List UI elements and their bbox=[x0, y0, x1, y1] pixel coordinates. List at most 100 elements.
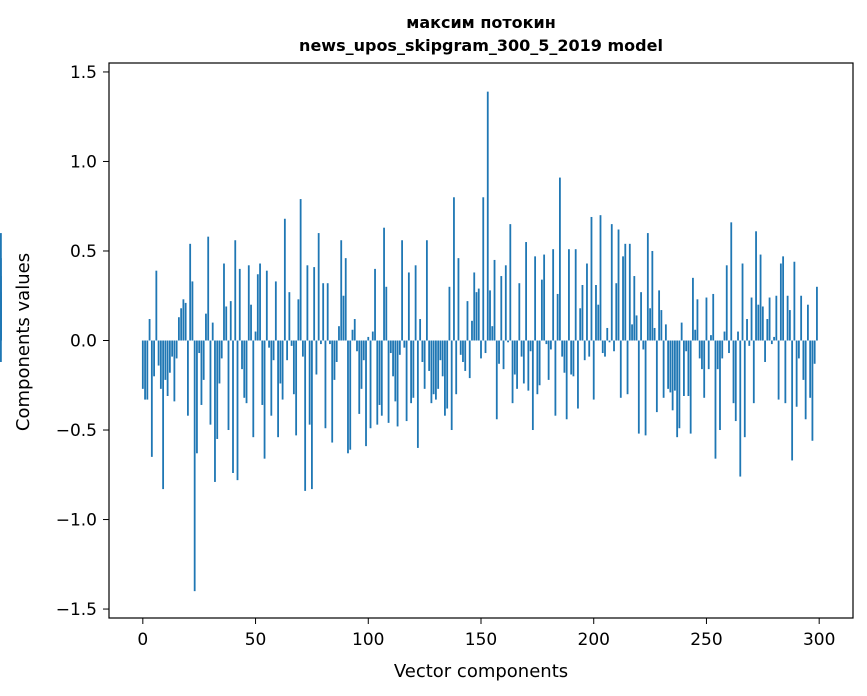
bar bbox=[750, 297, 753, 341]
bar bbox=[405, 340, 408, 422]
bar bbox=[692, 277, 694, 341]
bar bbox=[144, 340, 146, 400]
x-axis-label: Vector components bbox=[394, 661, 568, 682]
bar bbox=[371, 331, 374, 341]
bar bbox=[619, 340, 622, 398]
bar bbox=[315, 340, 318, 375]
bar bbox=[464, 340, 467, 371]
bar bbox=[232, 340, 234, 473]
bar bbox=[392, 340, 394, 377]
bar bbox=[196, 340, 198, 454]
bar bbox=[356, 340, 358, 352]
bar bbox=[184, 302, 187, 341]
bar bbox=[705, 297, 708, 341]
y-tick-label: −1.5 bbox=[56, 600, 97, 620]
bar bbox=[482, 197, 485, 341]
bar bbox=[191, 281, 194, 341]
bar bbox=[604, 340, 606, 357]
bar bbox=[290, 340, 293, 346]
bar bbox=[317, 233, 320, 341]
bar bbox=[150, 340, 153, 457]
bar bbox=[362, 340, 365, 361]
bar bbox=[552, 249, 555, 341]
bar bbox=[556, 293, 559, 341]
bar bbox=[500, 276, 503, 341]
bar bbox=[324, 340, 327, 429]
bar bbox=[791, 340, 794, 461]
bar bbox=[425, 240, 428, 341]
plot-frame bbox=[108, 62, 854, 619]
bar bbox=[0, 340, 2, 362]
bar bbox=[421, 340, 424, 362]
bar bbox=[331, 340, 334, 443]
bar bbox=[646, 233, 649, 341]
bar bbox=[225, 306, 228, 341]
bar bbox=[628, 243, 631, 341]
bar bbox=[281, 340, 284, 400]
bar bbox=[473, 272, 476, 341]
bar bbox=[428, 340, 431, 371]
bar bbox=[770, 340, 773, 345]
bar bbox=[313, 267, 316, 341]
y-tick-label: 1.5 bbox=[70, 63, 97, 83]
bar bbox=[570, 340, 573, 375]
bar bbox=[484, 340, 487, 354]
bar bbox=[326, 283, 329, 341]
bar bbox=[741, 263, 744, 341]
bar bbox=[437, 340, 440, 389]
bar bbox=[367, 336, 370, 341]
bar bbox=[234, 240, 237, 341]
bar bbox=[274, 281, 277, 341]
bar bbox=[450, 340, 453, 431]
bar bbox=[403, 340, 406, 348]
bar bbox=[353, 319, 356, 341]
bar bbox=[223, 263, 225, 341]
bar bbox=[563, 340, 566, 373]
bar bbox=[153, 340, 155, 377]
bar bbox=[617, 229, 620, 341]
bar bbox=[583, 340, 586, 361]
bar bbox=[721, 340, 724, 359]
bar bbox=[216, 340, 219, 439]
bar bbox=[710, 335, 712, 341]
bar bbox=[734, 340, 737, 422]
bar bbox=[547, 340, 550, 380]
y-axis-label: Components values bbox=[13, 253, 34, 431]
bar bbox=[680, 322, 683, 341]
bar bbox=[401, 240, 403, 341]
bar bbox=[671, 340, 674, 411]
bar bbox=[182, 299, 185, 341]
bar bbox=[410, 340, 413, 404]
x-tick-label: 50 bbox=[245, 630, 267, 650]
bar bbox=[802, 340, 805, 380]
bar bbox=[245, 340, 248, 404]
bar bbox=[813, 340, 816, 364]
bar bbox=[543, 254, 546, 341]
bar bbox=[389, 340, 392, 354]
bar bbox=[624, 243, 627, 341]
bar bbox=[601, 340, 604, 354]
bar bbox=[540, 279, 543, 341]
bar bbox=[534, 256, 537, 341]
x-tick-label: 300 bbox=[803, 630, 835, 650]
bar bbox=[416, 340, 419, 448]
bar bbox=[698, 340, 701, 359]
bar bbox=[737, 331, 739, 341]
bar bbox=[768, 297, 771, 341]
bar bbox=[795, 340, 798, 407]
bar bbox=[177, 317, 180, 341]
bar bbox=[800, 295, 803, 341]
bar bbox=[793, 261, 796, 341]
bar bbox=[462, 340, 464, 362]
bar bbox=[773, 336, 775, 341]
bar bbox=[610, 224, 613, 341]
bar bbox=[419, 319, 422, 341]
bar bbox=[660, 310, 663, 341]
bar bbox=[730, 222, 733, 341]
bar bbox=[480, 340, 482, 359]
bar bbox=[164, 340, 167, 380]
bar bbox=[685, 340, 688, 352]
bar bbox=[369, 340, 372, 429]
bar bbox=[202, 340, 205, 380]
